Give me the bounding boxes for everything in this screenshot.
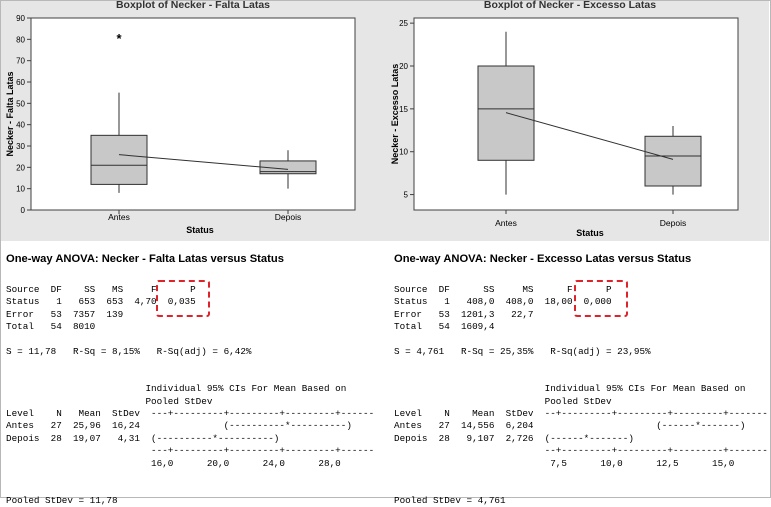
anova-table-line: Status 1 653 653 4,70 0,035 [6,296,196,308]
pooled-stdev: Pooled StDev = 4,761 [394,494,506,506]
ci-line: Level N Mean StDev ---+---------+-------… [6,408,375,420]
ci-line: Level N Mean StDev --+---------+--------… [394,408,768,420]
anova-fit-line: S = 4,761 R-Sq = 25,35% R-Sq(adj) = 23,9… [394,346,651,358]
y-tick-label: 5 [404,191,409,200]
x-axis-label: Status [186,225,214,235]
box-antes [90,134,148,185]
mean-connect-line [118,154,289,170]
y-tick-label: 10 [399,148,408,157]
plot-area [30,17,356,211]
ci-line: Antes 27 14,556 6,204 (------*-------) [394,420,746,432]
p-value-highlight [156,280,210,317]
y-tick-label: 70 [16,57,25,66]
anova-table-line: Error 53 1201,3 22,7 [394,308,534,320]
ci-line: Individual 95% CIs For Mean Based on [6,383,347,395]
anova-fit-line: S = 11,78 R-Sq = 8,15% R-Sq(adj) = 6,42% [6,346,252,358]
y-tick-label: 90 [16,14,25,23]
y-tick-label: 60 [16,78,25,87]
y-tick-label: 0 [21,206,26,215]
ci-line: --+---------+---------+---------+------- [394,445,768,457]
x-tick-label: Antes [495,218,517,228]
y-tick-label: 80 [16,35,25,44]
chart-title: Boxplot of Necker - Excesso Latas [484,0,656,11]
anova-table-line: Total 54 1609,4 [394,321,495,333]
y-tick-label: 15 [399,105,408,114]
ci-line: 16,0 20,0 24,0 28,0 [6,457,341,469]
p-value-highlight [574,280,628,317]
ci-line: Pooled StDev [6,395,213,407]
anova-heading-falta: One-way ANOVA: Necker - Falta Latas vers… [6,253,284,265]
ci-line: 7,5 10,0 12,5 15,0 [394,457,735,469]
ci-line: Individual 95% CIs For Mean Based on [394,383,746,395]
anova-panel-falta: One-way ANOVA: Necker - Falta Latas vers… [6,250,381,506]
boxplot-falta-latas: Boxplot of Necker - Falta Latas 0 10 20 30 40… [5,0,356,235]
ci-line: Depois 28 9,107 2,726 (------*-------) [394,432,634,444]
y-tick-label: 40 [16,121,25,130]
ci-line: Pooled StDev [394,395,612,407]
anova-table-line: Error 53 7357 139 [6,308,124,320]
anova-table-line: Source DF SS MS F P [6,284,196,295]
mean-connect-line [505,112,674,160]
y-tick-label: 25 [399,19,408,28]
y-tick-label: 50 [16,99,25,108]
y-axis-label: Necker - Excesso Latas [390,64,400,165]
anova-table-line: Source DF SS MS F P [394,284,612,295]
y-tick-label: 10 [16,185,25,194]
y-tick-label: 20 [399,62,408,71]
anova-panel-excesso: One-way ANOVA: Necker - Excesso Latas ve… [394,250,768,506]
anova-heading-excesso: One-way ANOVA: Necker - Excesso Latas ve… [394,253,692,265]
box-depois [644,135,702,187]
y-axis-label: Necker - Falta Latas [5,71,15,156]
x-tick-label: Depois [275,212,301,222]
ci-line: Depois 28 19,07 4,31 (----------*-------… [6,432,280,444]
x-tick-label: Depois [660,218,686,228]
ci-line: Antes 27 25,96 16,24 (----------*-------… [6,420,352,432]
x-axis-label: Status [576,228,604,238]
y-tick-label: 30 [16,142,25,151]
chart-title: Boxplot of Necker - Falta Latas [116,0,270,11]
pooled-stdev: Pooled StDev = 11,78 [6,494,118,506]
y-tick-label: 20 [16,163,25,172]
anova-table-line: Status 1 408,0 408,0 18,00 0,000 [394,296,612,308]
anova-table-line: Total 54 8010 [6,321,96,333]
ci-line: ---+---------+---------+---------+------ [6,445,375,457]
boxplot-excesso-latas: Boxplot of Necker - Excesso Latas 5 10 15 20… [390,0,739,238]
x-tick-label: Antes [108,212,130,222]
outlier-mark: * [116,31,122,46]
